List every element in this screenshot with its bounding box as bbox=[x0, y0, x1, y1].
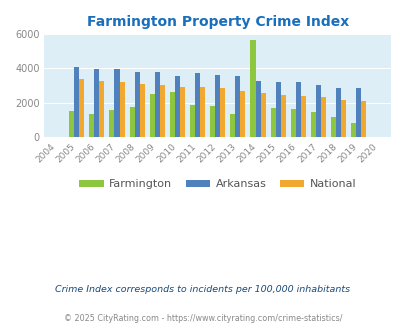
Bar bbox=[300, 96, 305, 137]
Bar bbox=[74, 67, 79, 137]
Bar bbox=[235, 76, 240, 137]
Bar bbox=[160, 85, 164, 137]
Bar bbox=[190, 105, 194, 137]
Bar bbox=[89, 114, 94, 137]
Bar bbox=[200, 87, 205, 137]
Text: Crime Index corresponds to incidents per 100,000 inhabitants: Crime Index corresponds to incidents per… bbox=[55, 285, 350, 294]
Bar bbox=[255, 81, 260, 137]
Bar bbox=[280, 95, 285, 137]
Bar bbox=[240, 91, 245, 137]
Bar bbox=[129, 107, 134, 137]
Bar bbox=[320, 97, 325, 137]
Bar bbox=[94, 69, 99, 137]
Legend: Farmington, Arkansas, National: Farmington, Arkansas, National bbox=[75, 175, 360, 194]
Bar bbox=[310, 113, 315, 137]
Bar bbox=[250, 40, 255, 137]
Bar bbox=[134, 72, 139, 137]
Bar bbox=[275, 82, 280, 137]
Bar bbox=[69, 112, 74, 137]
Bar bbox=[360, 101, 365, 137]
Bar bbox=[149, 94, 154, 137]
Bar bbox=[194, 73, 200, 137]
Text: © 2025 CityRating.com - https://www.cityrating.com/crime-statistics/: © 2025 CityRating.com - https://www.city… bbox=[64, 314, 341, 323]
Bar bbox=[139, 84, 144, 137]
Bar bbox=[330, 116, 335, 137]
Bar bbox=[119, 82, 124, 137]
Bar bbox=[109, 110, 114, 137]
Bar bbox=[270, 108, 275, 137]
Bar bbox=[230, 114, 235, 137]
Bar bbox=[215, 75, 220, 137]
Bar bbox=[175, 77, 179, 137]
Bar bbox=[210, 106, 215, 137]
Bar bbox=[220, 88, 225, 137]
Bar bbox=[350, 123, 355, 137]
Bar bbox=[99, 81, 104, 137]
Bar bbox=[295, 82, 300, 137]
Bar bbox=[154, 72, 160, 137]
Bar bbox=[315, 84, 320, 137]
Bar bbox=[79, 79, 84, 137]
Bar bbox=[290, 109, 295, 137]
Bar bbox=[114, 69, 119, 137]
Title: Farmington Property Crime Index: Farmington Property Crime Index bbox=[86, 15, 348, 29]
Bar bbox=[355, 88, 360, 137]
Bar bbox=[169, 92, 175, 137]
Bar bbox=[340, 100, 345, 137]
Bar bbox=[179, 86, 185, 137]
Bar bbox=[335, 88, 340, 137]
Bar bbox=[260, 93, 265, 137]
